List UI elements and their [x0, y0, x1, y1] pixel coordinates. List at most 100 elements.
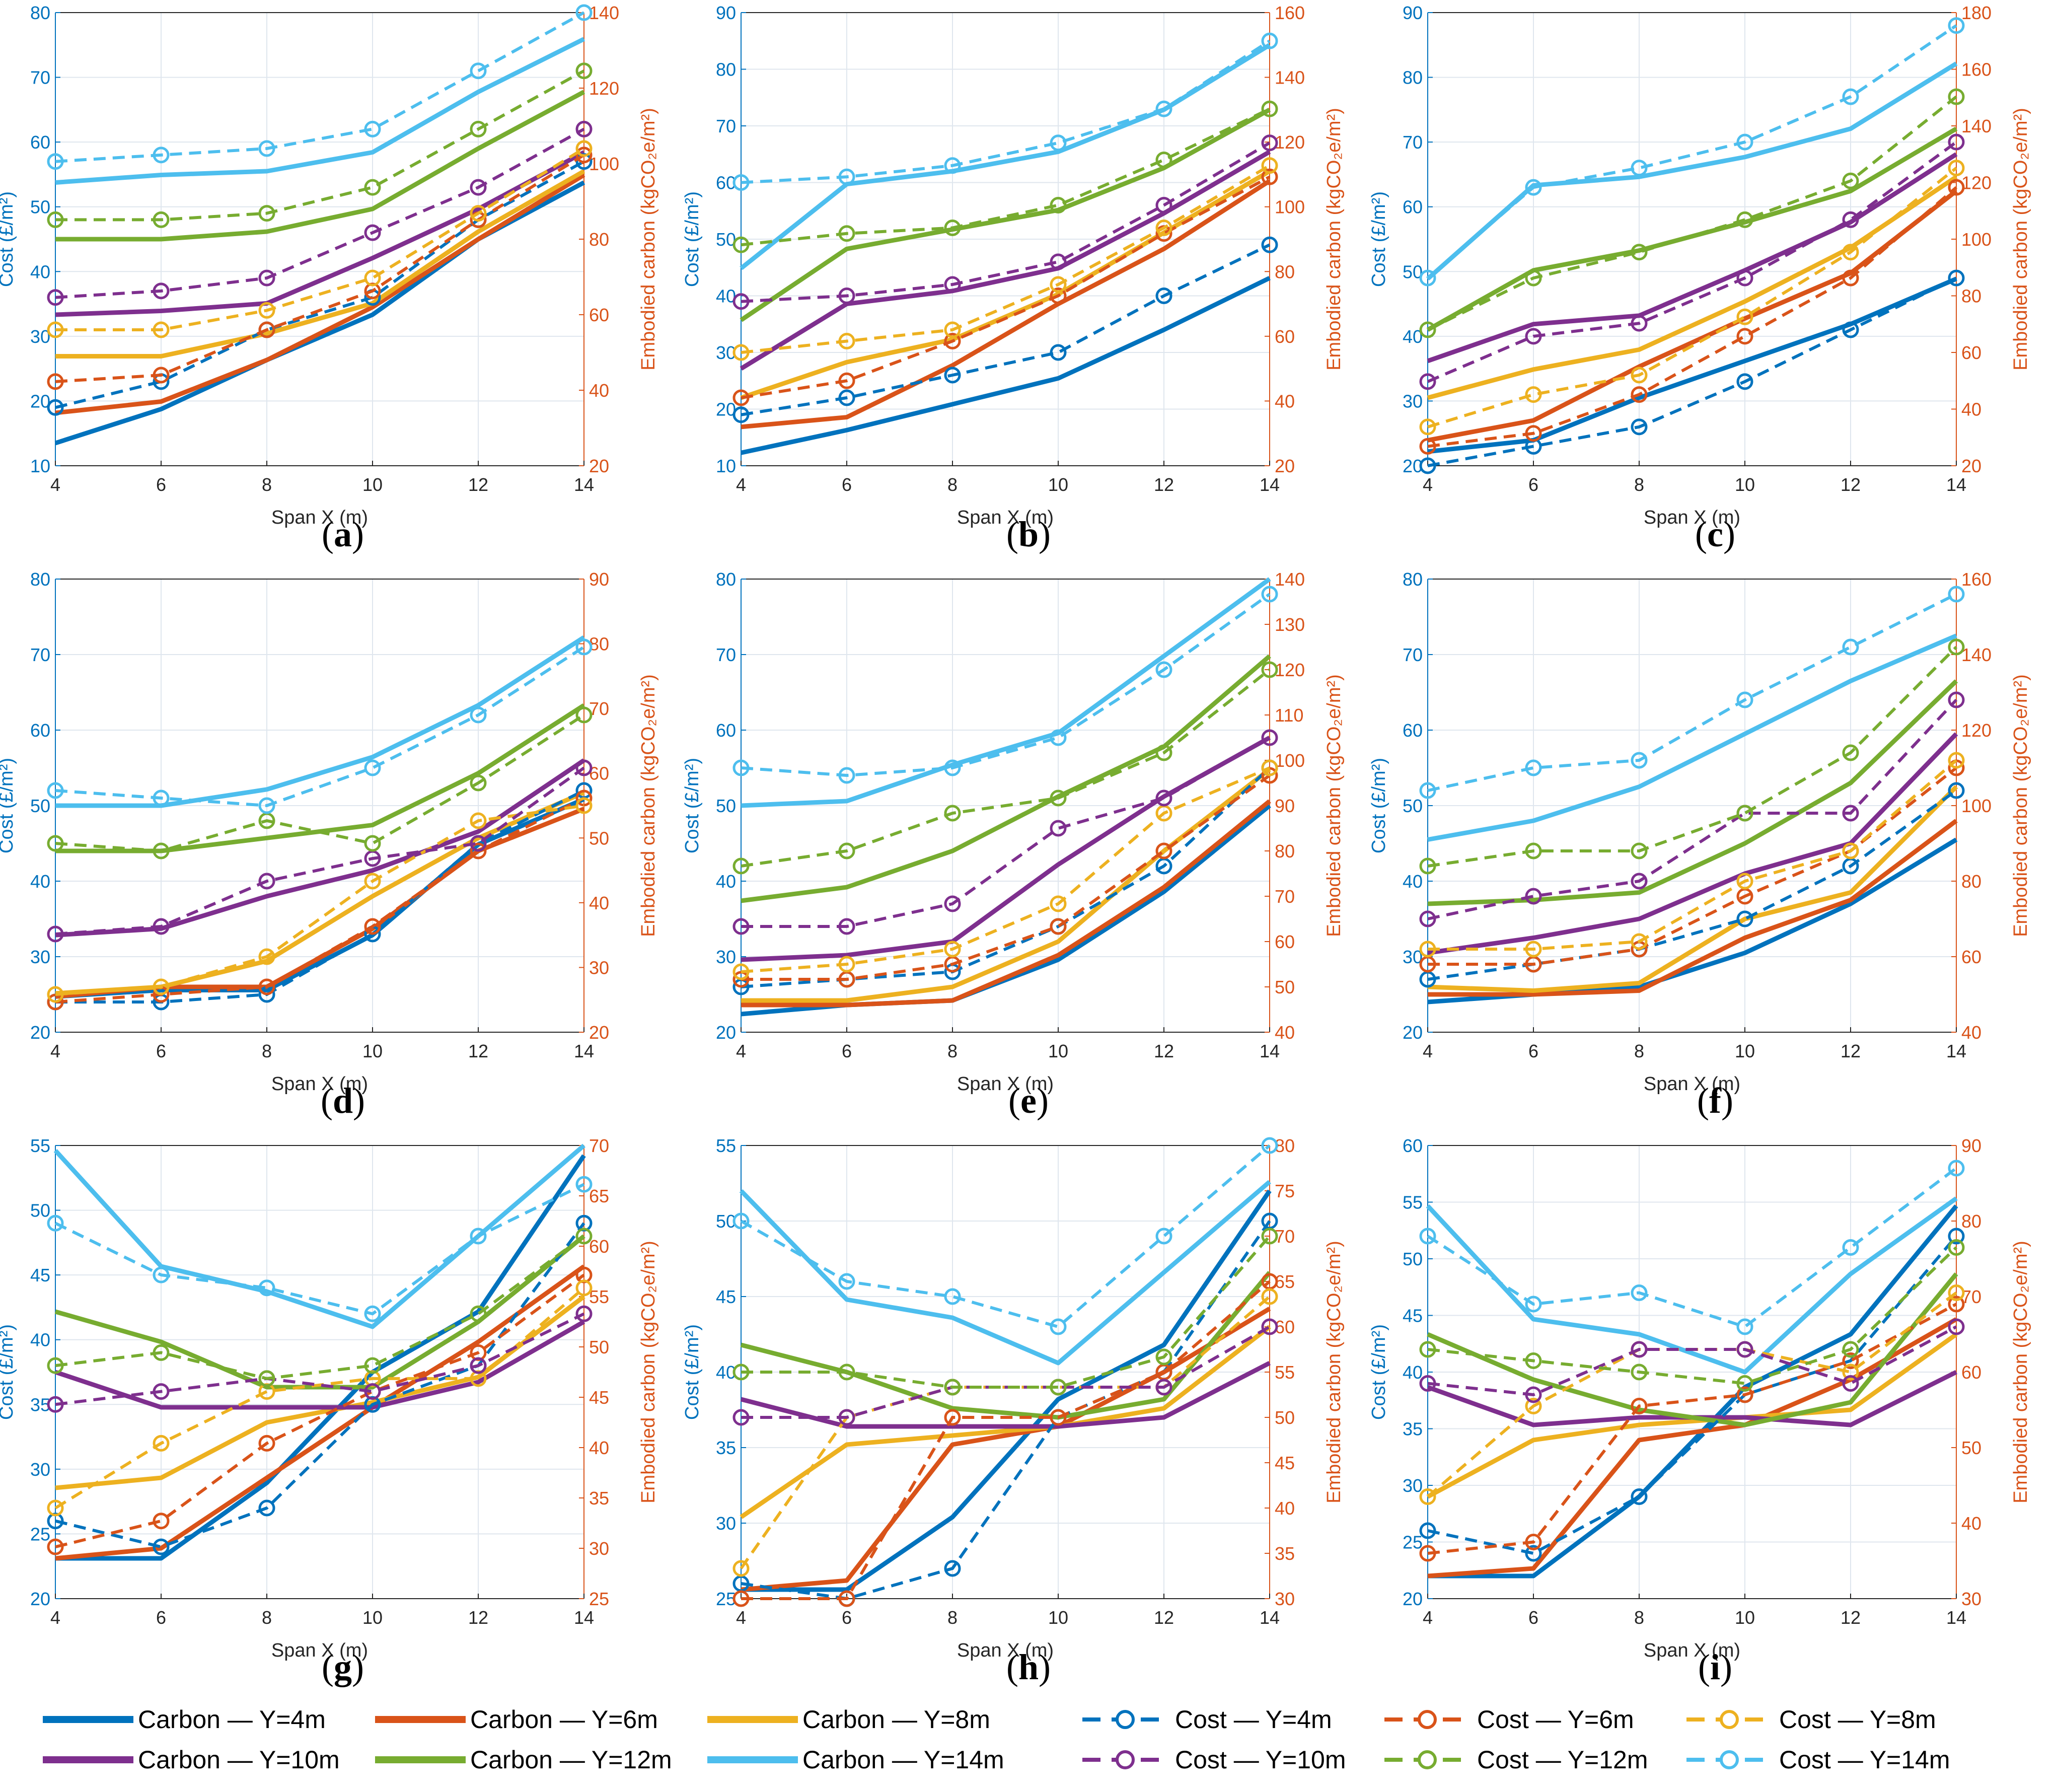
cost-point-y12: [1842, 172, 1859, 189]
cost-point-y10: [1155, 790, 1172, 807]
x-tick-label: 8: [262, 474, 272, 495]
cost-point-y12: [838, 1364, 855, 1381]
cost-point-y14: [732, 759, 750, 776]
cost-point-y4: [838, 389, 855, 406]
cost-point-y8: [575, 140, 593, 157]
y-tick-label-left: 40: [1403, 326, 1423, 347]
carbon-line-y14: [740, 43, 1271, 270]
y-tick-label-right: 25: [589, 1589, 609, 1609]
cost-point-y8: [1525, 941, 1542, 958]
y-tick-label-right: 40: [589, 893, 609, 913]
carbon-line-y14: [55, 635, 585, 808]
y-tick-label-right: 80: [589, 634, 609, 655]
cost-point-y4: [1736, 373, 1753, 390]
x-tick-label: 14: [574, 474, 594, 495]
legend-label: Cost — Y=12m: [1477, 1746, 1648, 1774]
cost-point-y14: [1525, 759, 1542, 776]
legend-label: Cost — Y=4m: [1175, 1705, 1332, 1734]
legend-solid-line-icon: [375, 1716, 466, 1723]
x-tick-label: 12: [468, 1041, 488, 1061]
cost-point-y8: [732, 963, 750, 980]
cost-point-y6: [1525, 425, 1542, 442]
cost-line-y12: [55, 1235, 585, 1380]
y-tick-label-left: 30: [1403, 391, 1423, 411]
x-tick-label: 12: [1841, 1607, 1861, 1628]
x-tick-label: 14: [1260, 474, 1280, 495]
cost-line-y14: [1427, 593, 1957, 792]
cost-line-y6: [1427, 186, 1957, 448]
cost-point-y10: [838, 288, 855, 304]
chart-svg-f: 4 6 8 10 12 14 20 30 40 50 60 70 80 40 60 80 100 120 140 16…: [1368, 569, 2031, 1095]
cost-point-y14: [470, 1228, 487, 1245]
x-tick-label: 6: [842, 1041, 852, 1061]
cost-point-y14: [1948, 586, 1965, 603]
y-tick-label-left: 20: [716, 399, 736, 420]
cost-point-y8: [944, 321, 961, 338]
legend-solid-line-icon: [43, 1756, 133, 1763]
cost-line-y6: [741, 1280, 1271, 1600]
gridlines: [741, 12, 1270, 466]
x-axis-label: Span X (m): [1644, 1640, 1740, 1661]
cost-point-y12: [1050, 197, 1067, 213]
legend-solid-line-icon: [375, 1756, 466, 1763]
carbon-line-y6: [741, 179, 1271, 429]
cost-point-y14: [944, 759, 961, 776]
panel-label-i: (i): [1372, 1646, 2058, 1688]
legend-marker: [1116, 1750, 1135, 1769]
cost-point-y4: [1842, 321, 1859, 338]
legend-dashed-circle-icon: [1686, 1750, 1772, 1769]
cost-point-y14: [1155, 100, 1172, 117]
y-tick-label-left: 80: [1403, 569, 1423, 590]
y-tick-label-right: 80: [1961, 871, 1981, 892]
carbon-line-y14: [1426, 61, 1958, 281]
carbon-line-y4: [1427, 276, 1957, 454]
carbon-line-y10: [1427, 152, 1958, 364]
y-tick-label-left: 50: [30, 197, 50, 218]
cost-point-y14: [1155, 1228, 1172, 1245]
y-tick-label-right: 60: [589, 305, 609, 325]
y-tick-label-right: 140: [1961, 644, 1992, 665]
cost-point-y10: [1631, 315, 1648, 332]
cost-point-y12: [732, 236, 750, 253]
cost-point-y4: [153, 1538, 170, 1555]
cost-point-y12: [944, 220, 961, 236]
cost-line-y12: [1427, 95, 1957, 331]
cost-point-y8: [47, 1499, 64, 1517]
chart-svg-b: 4 6 8 10 12 14 10 20 30 40 50 60 70 80 90 20 40 60 80 100 12…: [682, 3, 1345, 528]
cost-point-y8: [364, 873, 381, 890]
legend-marker: [1418, 1750, 1437, 1769]
x-tick-label: 10: [1735, 1041, 1755, 1061]
cost-point-y10: [1419, 1375, 1436, 1392]
legend-marker: [1720, 1710, 1739, 1729]
carbon-line-y10: [54, 1320, 585, 1410]
y-tick-label-right: 130: [1275, 614, 1305, 635]
cost-point-y4: [1261, 236, 1278, 253]
cost-point-y10: [470, 179, 487, 196]
cost-point-y12: [1155, 1348, 1172, 1366]
y-tick-label-right: 120: [1275, 660, 1305, 680]
cost-point-y12: [1525, 842, 1542, 859]
panel-letter: b: [1018, 514, 1039, 554]
cost-point-y6: [1631, 1398, 1648, 1414]
cost-point-y6: [1050, 918, 1067, 935]
cost-point-y8: [1050, 276, 1067, 293]
cost-point-y6: [258, 321, 275, 338]
cost-point-y10: [838, 918, 855, 935]
cost-line-y14: [54, 1183, 585, 1316]
y-tick-label-right: 60: [589, 1236, 609, 1257]
x-tick-label: 6: [1528, 1041, 1538, 1061]
legend-item-carbon-y10: Carbon — Y=10m: [40, 1742, 340, 1777]
carbon-line-y6: [55, 1264, 585, 1561]
cost-point-y10: [1261, 1318, 1278, 1335]
panel-label-h: (h): [686, 1646, 1371, 1688]
cost-point-y6: [47, 373, 64, 390]
y-tick-label-right: 30: [1275, 1589, 1295, 1609]
cost-point-y12: [944, 805, 961, 822]
cost-point-y10: [1948, 691, 1965, 708]
y-tick-label-right: 45: [589, 1387, 609, 1408]
cost-point-y8: [258, 948, 275, 965]
y-tick-label-left: 25: [30, 1524, 50, 1544]
cost-point-y6: [1842, 1352, 1859, 1369]
x-tick-label: 6: [156, 1607, 166, 1628]
cost-point-y14: [47, 782, 64, 799]
